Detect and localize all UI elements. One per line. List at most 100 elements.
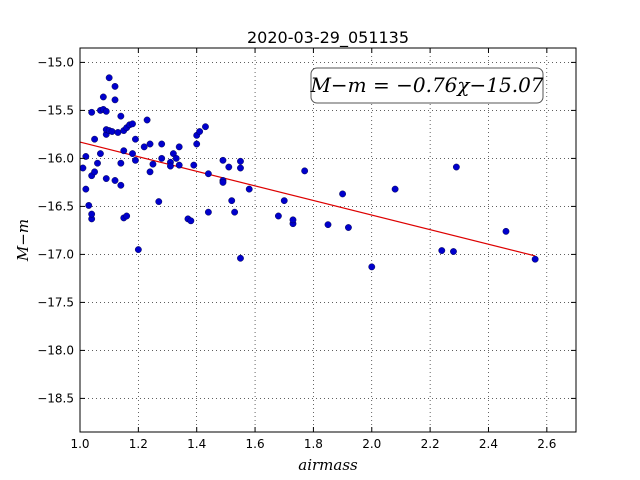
data-point (452, 163, 460, 171)
axis-ticks: 1.0 1.2 1.4 1.6 1.8 2.0 2.2 2.4 2.6 −15.0 −15.5 −16… (37, 48, 576, 451)
y-tick-label: −16.5 (37, 199, 74, 213)
data-point (289, 216, 297, 224)
data-point (140, 143, 148, 151)
data-point (450, 248, 457, 255)
data-point (129, 120, 136, 128)
data-point (132, 135, 139, 143)
x-tick-label: 2.0 (362, 437, 381, 451)
data-point (228, 197, 236, 205)
y-tick-label: −17.0 (37, 247, 74, 261)
data-point (105, 74, 113, 82)
y-tick-label: −17.5 (37, 295, 74, 309)
data-points (79, 74, 539, 271)
data-point (111, 83, 119, 90)
data-point (117, 159, 125, 167)
data-point (102, 175, 110, 182)
data-point (88, 210, 96, 218)
y-tick-label: −18.5 (37, 391, 74, 405)
data-point (219, 156, 227, 164)
data-point (99, 93, 107, 101)
data-point (196, 128, 204, 135)
data-point (146, 140, 154, 148)
y-tick-label: −15.0 (37, 55, 74, 69)
data-point (502, 227, 510, 235)
data-point (94, 159, 101, 167)
data-point (158, 154, 166, 162)
data-point (123, 212, 131, 220)
grid-lines (79, 48, 576, 432)
y-axis-label: M−m (14, 219, 32, 262)
data-point (204, 208, 212, 216)
fit-annotation-box (310, 67, 544, 104)
data-point (245, 185, 253, 193)
fit-line-group (79, 141, 536, 257)
data-point (82, 185, 90, 193)
data-point (143, 116, 151, 124)
data-point (345, 224, 352, 231)
data-point (193, 140, 201, 148)
x-tick-label: 2.2 (421, 437, 440, 451)
data-point (438, 247, 446, 254)
data-point (117, 181, 125, 189)
x-tick-label: 1.8 (304, 437, 323, 451)
data-point (88, 108, 96, 116)
data-point (301, 167, 309, 175)
data-point (111, 96, 119, 104)
data-point (324, 221, 332, 229)
data-point (187, 217, 195, 225)
data-point (175, 143, 183, 151)
plot-frame (79, 47, 577, 433)
data-point (134, 246, 142, 254)
data-point (219, 178, 227, 186)
data-point (167, 162, 174, 170)
data-point (108, 128, 116, 135)
x-tick-label: 2.4 (479, 437, 498, 451)
data-point (149, 160, 157, 168)
x-axis-label: airmass (298, 456, 358, 474)
data-point (91, 168, 98, 176)
x-tick-label: 2.6 (537, 437, 556, 451)
data-point (391, 185, 399, 193)
data-point (225, 163, 233, 171)
x-tick-label: 1.0 (70, 437, 89, 451)
data-point (274, 212, 282, 220)
data-point (132, 156, 139, 164)
data-point (280, 197, 288, 205)
data-point (158, 140, 166, 148)
data-point (117, 112, 125, 120)
data-point (204, 170, 212, 178)
data-point (114, 129, 122, 136)
data-point (85, 202, 93, 209)
fit-line (79, 141, 536, 257)
chart-title: 2020-03-29_051135 (247, 28, 409, 48)
x-tick-label: 1.2 (129, 437, 148, 451)
data-point (237, 164, 244, 172)
fit-annotation: M−m = −0.76χ−15.07 (309, 67, 544, 104)
data-point (129, 150, 136, 158)
data-point (79, 164, 87, 172)
data-point (339, 190, 346, 198)
data-point (531, 255, 539, 263)
x-tick-label: 1.6 (246, 437, 265, 451)
data-point (155, 198, 163, 206)
y-tick-label: −18.0 (37, 343, 74, 357)
data-point (97, 150, 104, 158)
data-point (237, 254, 244, 262)
y-tick-label: −15.5 (37, 103, 74, 117)
data-point (120, 147, 128, 155)
fit-annotation-text: M−m = −0.76χ−15.07 (309, 73, 543, 97)
data-point (237, 157, 244, 165)
data-point (91, 135, 98, 143)
data-point (190, 161, 198, 169)
data-point (202, 123, 209, 131)
data-point (175, 161, 183, 169)
data-point (172, 154, 180, 162)
data-point (102, 107, 110, 115)
data-point (231, 208, 239, 216)
data-point (146, 168, 154, 176)
data-point (111, 177, 119, 184)
y-tick-label: −16.0 (37, 151, 74, 165)
data-point (368, 263, 376, 271)
x-tick-label: 1.4 (187, 437, 206, 451)
